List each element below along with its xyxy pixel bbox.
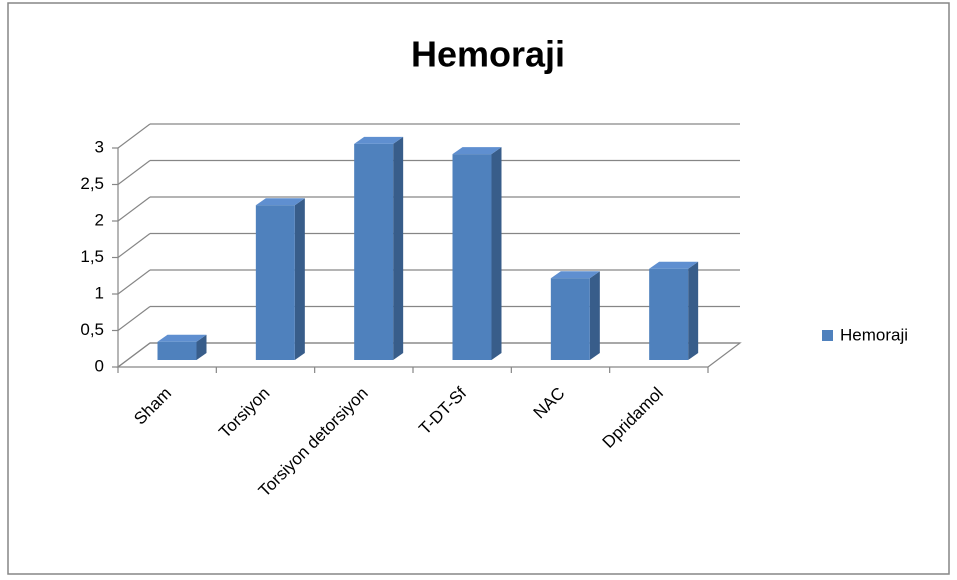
bar-side: [491, 147, 502, 360]
bar-top: [354, 136, 404, 144]
bar-top: [550, 271, 600, 279]
chart-title: Hemoraji: [411, 34, 565, 75]
y-tick-label: 1,5: [80, 247, 104, 266]
grid-line: [117, 123, 151, 149]
bar-side: [393, 136, 404, 360]
y-tick-label: 2,5: [80, 174, 104, 193]
bar: [255, 205, 295, 360]
bar-top: [255, 198, 305, 206]
bar-top: [157, 334, 207, 342]
bar: [649, 268, 689, 360]
legend-swatch: [822, 330, 833, 341]
bar: [354, 143, 394, 360]
legend-label: Hemoraji: [840, 325, 908, 344]
y-tick-label: 3: [95, 137, 104, 156]
y-tick-label: 0,5: [80, 320, 104, 339]
grid-line: [117, 269, 151, 295]
bar-side: [196, 334, 207, 360]
grid-line: [117, 342, 151, 368]
y-tick-label: 0: [95, 356, 104, 375]
grid-line: [117, 306, 151, 331]
bar-side: [294, 198, 305, 360]
bar: [157, 341, 197, 360]
y-tick-label: 2: [95, 210, 104, 229]
bar: [550, 278, 590, 360]
grid-line: [117, 160, 151, 185]
bar-top: [649, 261, 699, 269]
bar: [452, 154, 492, 360]
grid-line: [117, 233, 151, 258]
bar-top: [452, 147, 502, 155]
bar-side: [688, 261, 699, 360]
grid-line: [117, 196, 151, 222]
bar-side: [589, 271, 600, 360]
y-tick-label: 1: [95, 283, 104, 302]
